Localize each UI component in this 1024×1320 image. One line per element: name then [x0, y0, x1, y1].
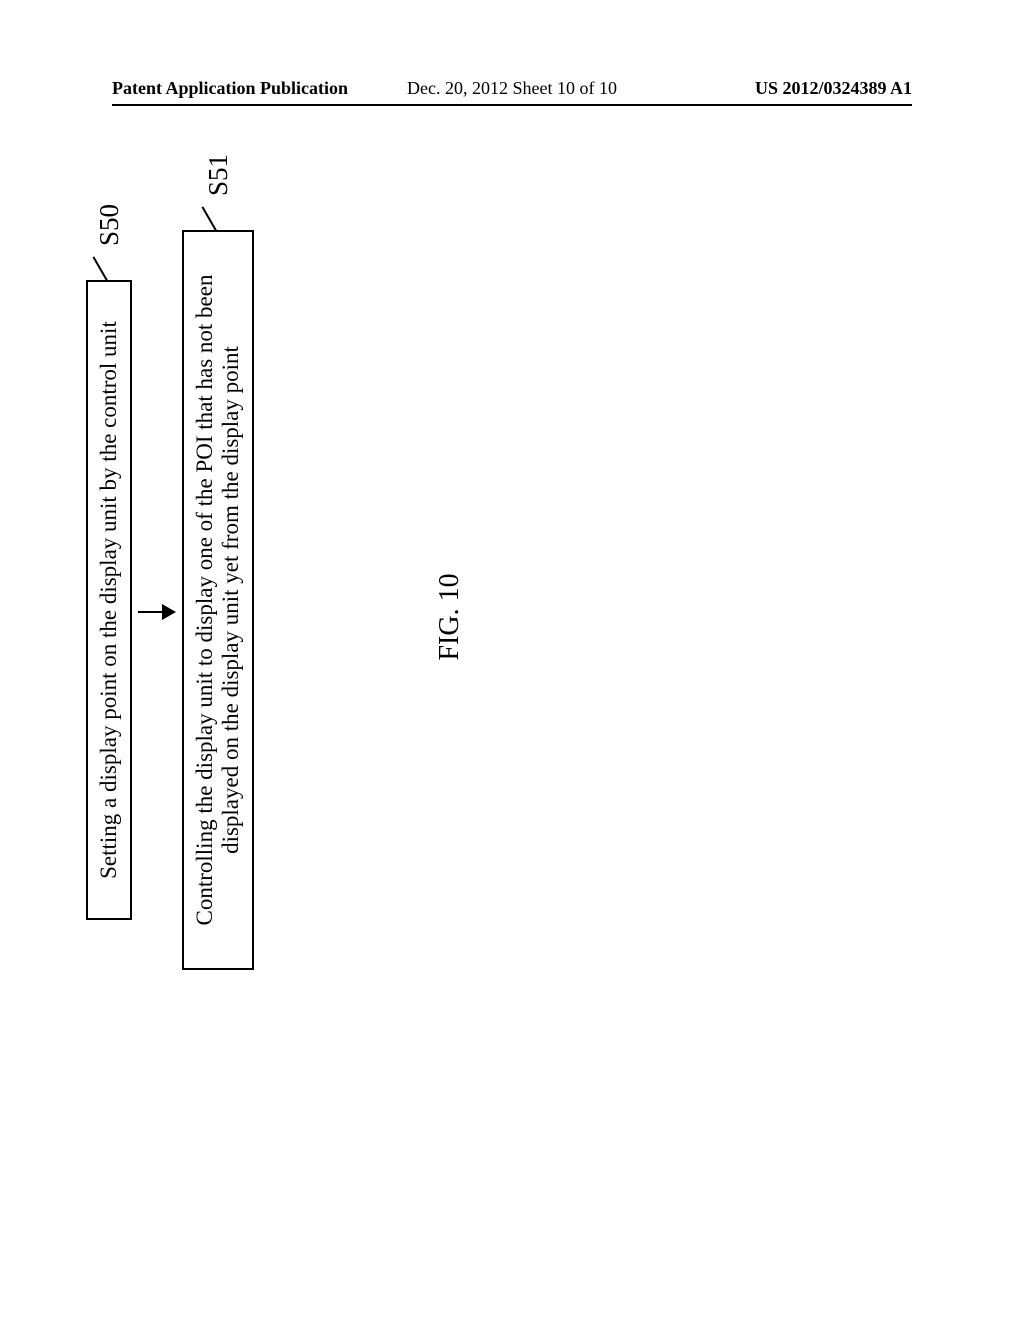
step2-leader: S51 [203, 154, 234, 230]
arrow-shaft [138, 611, 162, 613]
flowchart-box-2: Controlling the display unit to display … [182, 230, 254, 970]
step1-label: S50 [94, 204, 125, 246]
leader-line-icon [92, 256, 108, 281]
flowchart-step-1-row: Setting a display point on the display u… [86, 204, 132, 920]
arrow-down-icon [138, 604, 176, 620]
figure-label: FIG. 10 [434, 573, 466, 660]
flowchart: Setting a display point on the display u… [86, 154, 466, 970]
flowchart-box-1: Setting a display point on the display u… [86, 280, 132, 920]
arrow-head [162, 604, 176, 620]
leader-line-icon [201, 206, 217, 231]
step1-leader: S50 [94, 204, 125, 280]
flowchart-step-2-row: Controlling the display unit to display … [182, 154, 254, 970]
flowchart-box-2-line2: displayed on the display unit yet from t… [218, 246, 244, 954]
flowchart-box-1-text: Setting a display point on the display u… [96, 321, 121, 879]
flowchart-box-2-line1: Controlling the display unit to display … [192, 246, 218, 954]
flowchart-canvas: Setting a display point on the display u… [86, 0, 886, 970]
step2-label: S51 [203, 154, 234, 196]
